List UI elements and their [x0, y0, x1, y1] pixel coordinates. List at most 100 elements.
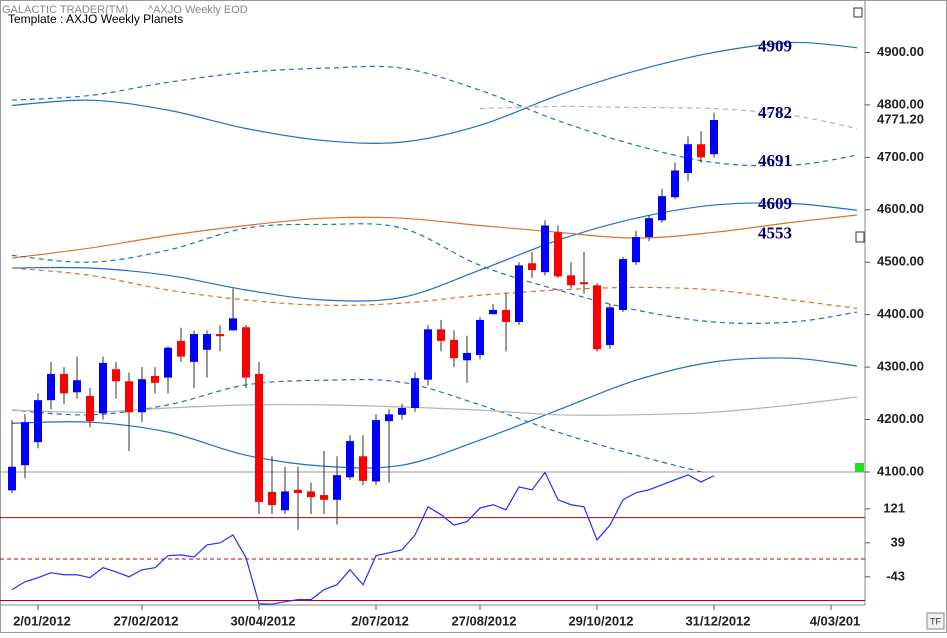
candle-body [164, 347, 172, 378]
x-tick-label: 29/10/2012 [568, 613, 633, 628]
candle-body [515, 265, 523, 323]
planet-line [11, 357, 858, 469]
planet-line [11, 378, 704, 472]
candle-body [502, 309, 510, 323]
candle-body [294, 489, 302, 493]
candle-body [658, 196, 666, 221]
candle-body [671, 170, 679, 198]
candle-body [528, 263, 536, 271]
candle-body [333, 475, 341, 500]
level-label: 4609 [758, 194, 792, 213]
candle-body [21, 422, 29, 466]
y-tick-label: 121 [883, 500, 905, 515]
y-tick-label: 4100.00 [877, 463, 924, 478]
y-tick-label: -43 [886, 568, 905, 583]
x-tick-label: 31/12/2012 [685, 613, 750, 628]
candle-body [346, 441, 354, 478]
planet-line [479, 105, 858, 130]
candle-body [489, 309, 497, 315]
candle-body [99, 362, 107, 414]
planet-line [11, 396, 858, 416]
candle-body [138, 379, 146, 413]
x-tick-label: 2/01/2012 [13, 613, 71, 628]
x-tick-label: 27/08/2012 [451, 613, 516, 628]
candle-body [125, 381, 133, 413]
candle-body [307, 491, 315, 498]
y-tick-label: 4800.00 [877, 96, 924, 111]
overlay-layer [11, 41, 858, 472]
candle-body [229, 318, 237, 331]
candle-body [385, 414, 393, 422]
candle-body [60, 373, 68, 394]
candle-body [463, 352, 471, 361]
x-tick-label: 2/07/2012 [351, 613, 409, 628]
icon[interactable] [855, 231, 865, 243]
y-tick-label: 4700.00 [877, 149, 924, 164]
candle-layer [8, 112, 718, 530]
candle-body [112, 369, 120, 382]
planet-line [11, 202, 858, 302]
icon[interactable] [853, 7, 863, 18]
tf-button[interactable] [926, 612, 945, 630]
axis-layer: 4100.00 4200.00 4300.00 4400.00 4500.00 4600.… [13, 37, 937, 628]
candle-body [593, 285, 601, 350]
symbol-title: ^AXJO Weekly EOD [148, 4, 248, 16]
candle-body [606, 307, 614, 346]
candle-body [190, 334, 198, 362]
y-tick-label: 39 [891, 534, 905, 549]
candle-body [437, 329, 445, 341]
tf-label[interactable]: TF [930, 616, 941, 626]
candle-body [632, 237, 640, 263]
candle-body [255, 373, 263, 502]
candle-body [216, 334, 224, 337]
candle-body [359, 456, 367, 481]
candle-body [73, 380, 81, 393]
candle-body [541, 225, 549, 273]
template-title: Template : AXJO Weekly Planets [8, 12, 183, 26]
candle-body [450, 339, 458, 359]
candle-body [34, 400, 42, 443]
planet-line [11, 223, 858, 324]
last-price: 4771.20 [877, 111, 924, 126]
candle-body [320, 495, 328, 500]
planet-line [11, 65, 858, 167]
indicator-layer [0, 472, 865, 605]
candle-body [8, 466, 16, 491]
y-tick-label: 4400.00 [877, 306, 924, 321]
candle-body [710, 119, 718, 155]
y-tick-label: 4500.00 [877, 254, 924, 269]
candle-body [203, 334, 211, 350]
planet-line [11, 267, 858, 309]
last-price-box [873, 111, 937, 128]
candle-body [554, 232, 562, 277]
x-tick-label: 30/04/2012 [230, 613, 295, 628]
y-tick-label: 4200.00 [877, 411, 924, 426]
indicator-line [11, 472, 715, 605]
y-tick-label: 4900.00 [877, 44, 924, 59]
y-tick-label: 4300.00 [877, 359, 924, 374]
candle-body [398, 408, 406, 415]
level-label: 4691 [758, 151, 792, 170]
candle-body [86, 395, 94, 422]
level-label: 4909 [758, 37, 792, 56]
planet-line [11, 214, 858, 259]
candle-body [372, 420, 380, 482]
candle-body [411, 378, 419, 409]
candle-body [619, 259, 627, 310]
candle-body [567, 275, 575, 286]
x-tick-label: 27/02/2012 [113, 613, 178, 628]
y-tick-label: 4600.00 [877, 201, 924, 216]
candle-body [476, 319, 484, 356]
app-title: GALACTIC TRADER(TM) [2, 4, 128, 16]
candle-body [580, 282, 588, 285]
candle-body [424, 329, 432, 380]
candle-body [697, 144, 705, 158]
candle-body [281, 491, 289, 511]
candle-body [151, 376, 159, 383]
candle-body [177, 340, 185, 357]
level-label: 4782 [758, 103, 792, 122]
x-tick-label: 4/03/201 [810, 613, 861, 628]
level-label: 4553 [758, 223, 792, 242]
